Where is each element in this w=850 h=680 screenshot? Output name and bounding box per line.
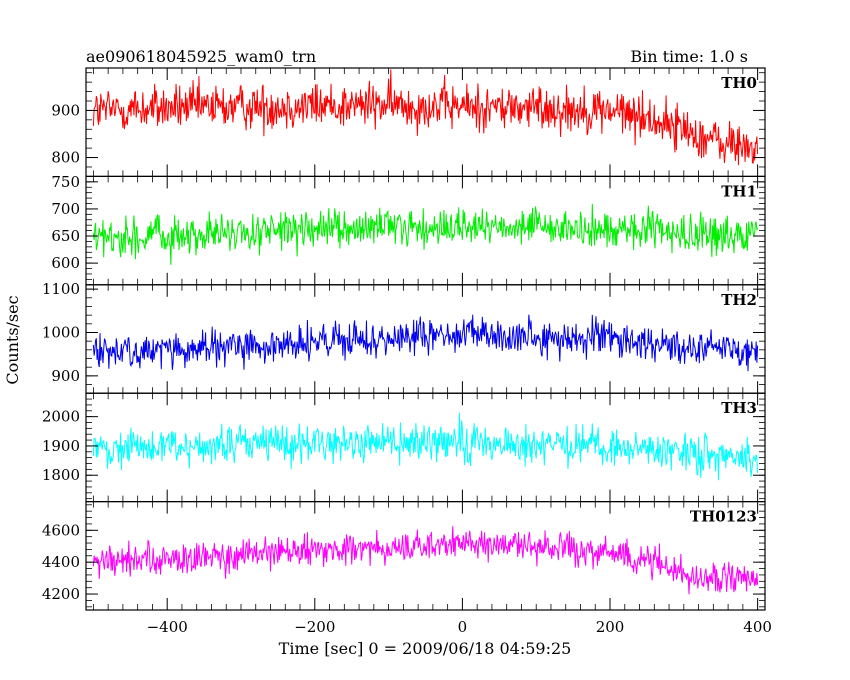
panel-frame <box>85 501 766 611</box>
x-axis: −400 −200 0 200 400 <box>147 618 772 636</box>
series-line-th3 <box>92 412 759 481</box>
y-tick-label: 700 <box>51 200 80 218</box>
panel-th2: TH2 900 1000 1100 <box>42 280 766 394</box>
x-tick-label: 0 <box>458 618 468 636</box>
y-tick-label: 750 <box>51 173 80 191</box>
y-tick-label: 2000 <box>42 408 80 426</box>
y-tick-label: 4200 <box>42 585 80 603</box>
chart-title: ae090618045925_wam0_trn <box>86 47 316 66</box>
panel-label: TH0 <box>721 74 757 92</box>
panel-th0: TH0 800 900 <box>51 67 766 178</box>
panel-label: TH3 <box>721 399 757 417</box>
series-line-th2 <box>92 314 759 372</box>
panel-label: TH2 <box>721 291 757 309</box>
y-tick-label: 1100 <box>42 280 80 298</box>
panel-th3: TH3 1800 1900 2000 <box>42 392 766 503</box>
series-line-th0 <box>92 69 759 166</box>
y-tick-label: 4600 <box>42 521 80 539</box>
x-axis-label: Time [sec] 0 = 2009/06/18 04:59:25 <box>279 639 572 658</box>
y-tick-label: 800 <box>51 149 80 167</box>
y-tick-label: 1800 <box>42 466 80 484</box>
y-axis-label: Counts/sec <box>3 295 22 384</box>
series-line-th1 <box>92 203 759 265</box>
y-tick-label: 600 <box>51 254 80 272</box>
x-tick-label: −400 <box>147 618 188 636</box>
x-tick-label: 200 <box>596 618 625 636</box>
y-tick-label: 1000 <box>42 323 80 341</box>
bin-time-label: Bin time: 1.0 s <box>630 47 748 66</box>
y-tick-label: 900 <box>51 101 80 119</box>
panel-label: TH0123 <box>690 508 757 526</box>
x-tick-label: −200 <box>294 618 335 636</box>
y-tick-label: 1900 <box>42 437 80 455</box>
panels-group: TH0800900TH1600650700750TH290010001100TH… <box>42 67 766 611</box>
panel-th0123: TH0123 4200 4400 4600 <box>42 501 766 611</box>
series-line-th0123 <box>92 526 759 595</box>
panel-label: TH1 <box>721 182 757 200</box>
y-tick-label: 900 <box>51 367 80 385</box>
y-tick-label: 650 <box>51 227 80 245</box>
x-tick-label: 400 <box>743 618 772 636</box>
panel-th1: TH1 600 650 700 750 <box>51 173 766 286</box>
y-tick-label: 4400 <box>42 553 80 571</box>
